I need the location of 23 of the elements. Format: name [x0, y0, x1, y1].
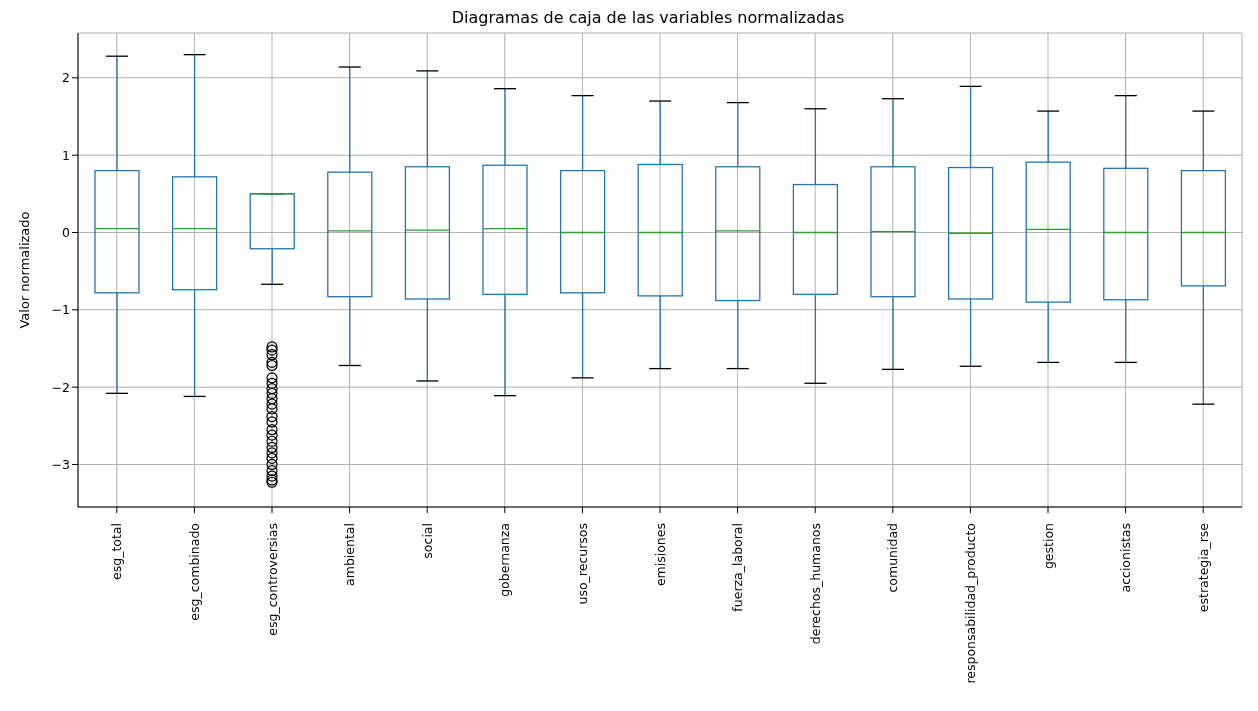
x-tick-label: emisiones — [652, 523, 668, 587]
x-tick-label: comunidad — [885, 523, 901, 593]
x-tick-label: gobernanza — [497, 523, 513, 597]
x-tick-label: esg_combinado — [186, 523, 202, 621]
x-tick-label: fuerza_laboral — [730, 523, 746, 612]
x-tick-label: esg_total — [109, 523, 125, 580]
x-tick-label: derechos_humanos — [807, 523, 823, 645]
y-tick-label: −1 — [51, 302, 70, 318]
x-tick-label: accionistas — [1118, 523, 1134, 593]
y-axis-title: Valor normalizado — [16, 211, 32, 329]
y-tick-label: 1 — [62, 147, 70, 163]
x-tick-label: esg_controversias — [264, 523, 280, 636]
y-tick-label: 0 — [62, 224, 71, 240]
chart-title: Diagramas de caja de las variables normalizadas — [450, 8, 846, 27]
x-tick-label: ambiental — [342, 523, 358, 586]
x-tick-label: gestion — [1040, 523, 1056, 570]
y-tick-label: 2 — [62, 70, 70, 86]
x-tick-label: uso_recursos — [574, 523, 590, 605]
y-tick-label: −3 — [51, 456, 70, 472]
x-tick-label: estrategia_rse — [1195, 522, 1211, 613]
x-tick-label: responsabilidad_producto — [962, 523, 978, 684]
x-tick-label: social — [419, 523, 435, 559]
y-tick-label: −2 — [51, 379, 70, 395]
